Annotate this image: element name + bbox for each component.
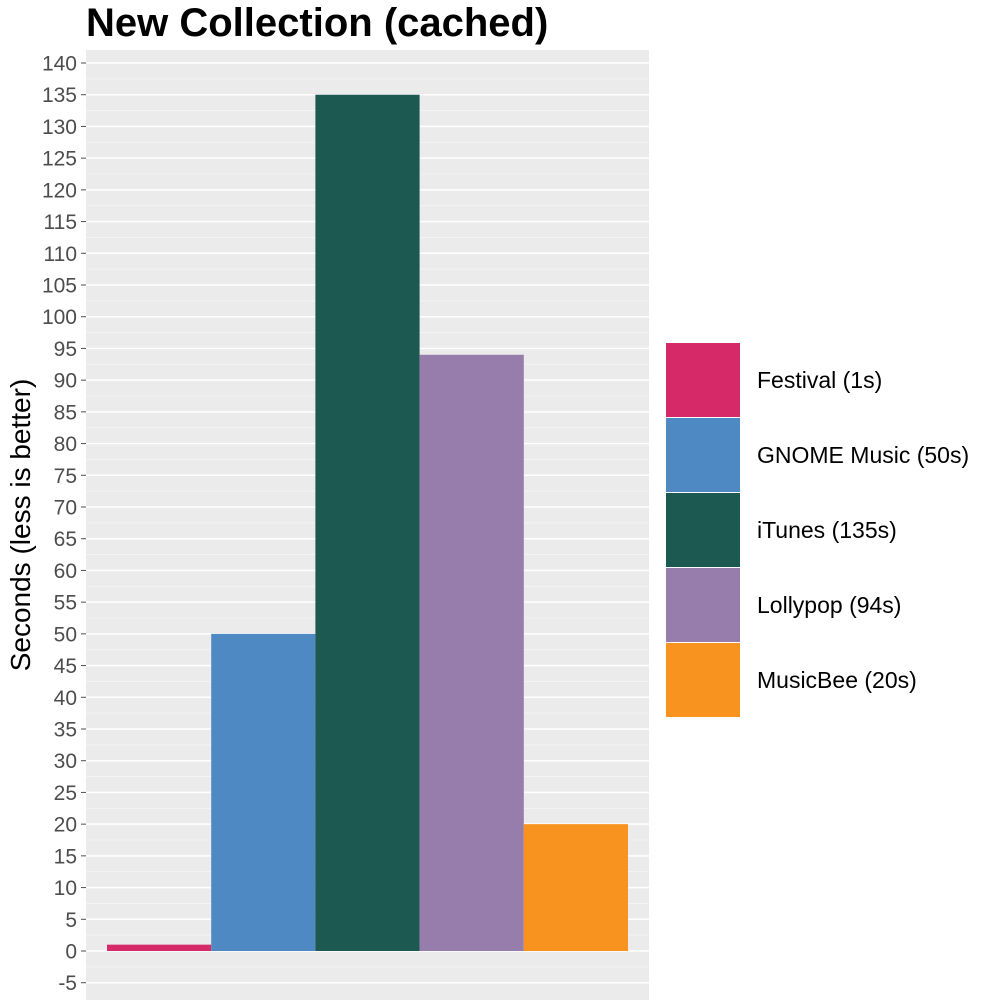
y-tick-label: 80 [54,433,77,456]
y-tick-label: 60 [54,560,77,583]
y-axis-label: Seconds (less is better) [5,379,36,672]
chart-title: New Collection (cached) [86,1,549,45]
legend-key [666,643,740,717]
y-tick-label: 30 [54,750,77,773]
y-tick-label: 135 [42,84,77,107]
bar-musicbee-20s [523,824,628,951]
y-tick-label: 125 [42,148,77,171]
y-tick-label: 110 [44,243,77,266]
y-tick-label: 95 [54,338,77,361]
y-tick-label: 120 [42,179,77,202]
y-tick-label: 140 [42,53,77,76]
y-tick-label: 90 [54,370,77,393]
legend-key [666,418,740,492]
y-tick-label: 35 [54,719,77,742]
y-tick-label: 10 [54,877,77,900]
y-tick-label: 45 [54,655,77,678]
y-tick-label: 105 [42,275,77,298]
y-tick-label: -5 [58,972,77,995]
y-tick-label: 25 [54,782,77,805]
legend-key [666,343,740,417]
legend-label: Festival (1s) [757,367,882,393]
y-tick-label: 5 [65,909,77,932]
bar-lollypop-94s [419,354,524,951]
legend-label: iTunes (135s) [757,517,897,543]
y-tick-label: 20 [54,814,77,837]
y-tick-label: 50 [54,623,77,646]
y-tick-label: 115 [44,211,77,234]
bar-gnome-music-50s [211,633,316,951]
legend-label: MusicBee (20s) [757,667,917,693]
y-tick-label: 55 [54,592,77,615]
legend: Festival (1s) GNOME Music (50s) iTunes (13… [666,343,969,717]
y-tick-label: 15 [54,845,77,868]
bar-festival-1s [107,944,212,951]
legend-key [666,568,740,642]
y-axis: -5 0 5 10 15 20 25 30 35 40 45 50 55 60 65 70 75 80 85 90 95… [42,53,86,995]
y-tick-label: 0 [65,941,77,964]
bar-itunes-135s [315,94,420,951]
bars [107,94,628,951]
y-tick-label: 85 [54,401,77,424]
y-tick-label: 40 [54,687,77,710]
y-tick-label: 65 [54,528,77,551]
legend-label: GNOME Music (50s) [757,442,969,468]
y-tick-label: 100 [42,306,77,329]
legend-key [666,493,740,567]
y-tick-label: 75 [54,465,77,488]
y-tick-label: 70 [54,497,77,520]
legend-label: Lollypop (94s) [757,592,901,618]
y-tick-label: 130 [42,116,77,139]
